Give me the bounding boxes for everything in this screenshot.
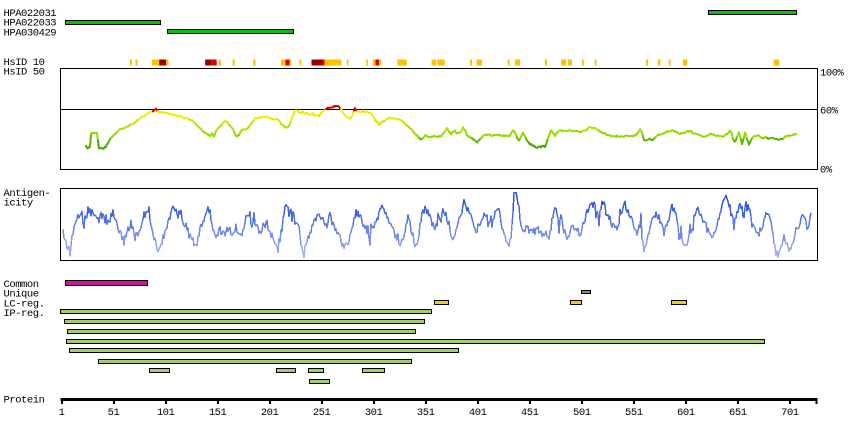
- svg-text:icity: icity: [4, 198, 33, 210]
- svg-text:701: 701: [781, 407, 799, 419]
- svg-text:51: 51: [108, 407, 120, 419]
- svg-text:Protein: Protein: [4, 395, 45, 407]
- svg-text:60%: 60%: [820, 106, 839, 118]
- svg-text:501: 501: [573, 407, 591, 419]
- svg-text:151: 151: [209, 407, 227, 419]
- svg-text:451: 451: [521, 407, 539, 419]
- svg-text:HsID 10: HsID 10: [4, 57, 45, 69]
- svg-text:251: 251: [313, 407, 331, 419]
- svg-text:Unique: Unique: [4, 289, 39, 301]
- svg-text:Antigen-: Antigen-: [4, 188, 51, 200]
- svg-text:100%: 100%: [820, 68, 845, 80]
- svg-text:201: 201: [261, 407, 279, 419]
- svg-text:101: 101: [157, 407, 175, 419]
- svg-text:351: 351: [417, 407, 435, 419]
- svg-text:HsID 50: HsID 50: [4, 67, 45, 79]
- svg-text:551: 551: [625, 407, 643, 419]
- svg-text:0%: 0%: [820, 165, 833, 177]
- svg-text:601: 601: [677, 407, 695, 419]
- svg-text:HPA022033: HPA022033: [4, 18, 57, 30]
- svg-text:1: 1: [59, 407, 65, 419]
- svg-text:651: 651: [729, 407, 747, 419]
- svg-text:HPA030429: HPA030429: [4, 27, 57, 39]
- svg-text:401: 401: [469, 407, 487, 419]
- svg-text:HPA022031: HPA022031: [4, 8, 57, 20]
- svg-text:Common: Common: [4, 279, 39, 291]
- svg-text:301: 301: [365, 407, 383, 419]
- svg-text:IP-reg.: IP-reg.: [4, 308, 45, 320]
- svg-text:LC-reg.: LC-reg.: [4, 298, 45, 310]
